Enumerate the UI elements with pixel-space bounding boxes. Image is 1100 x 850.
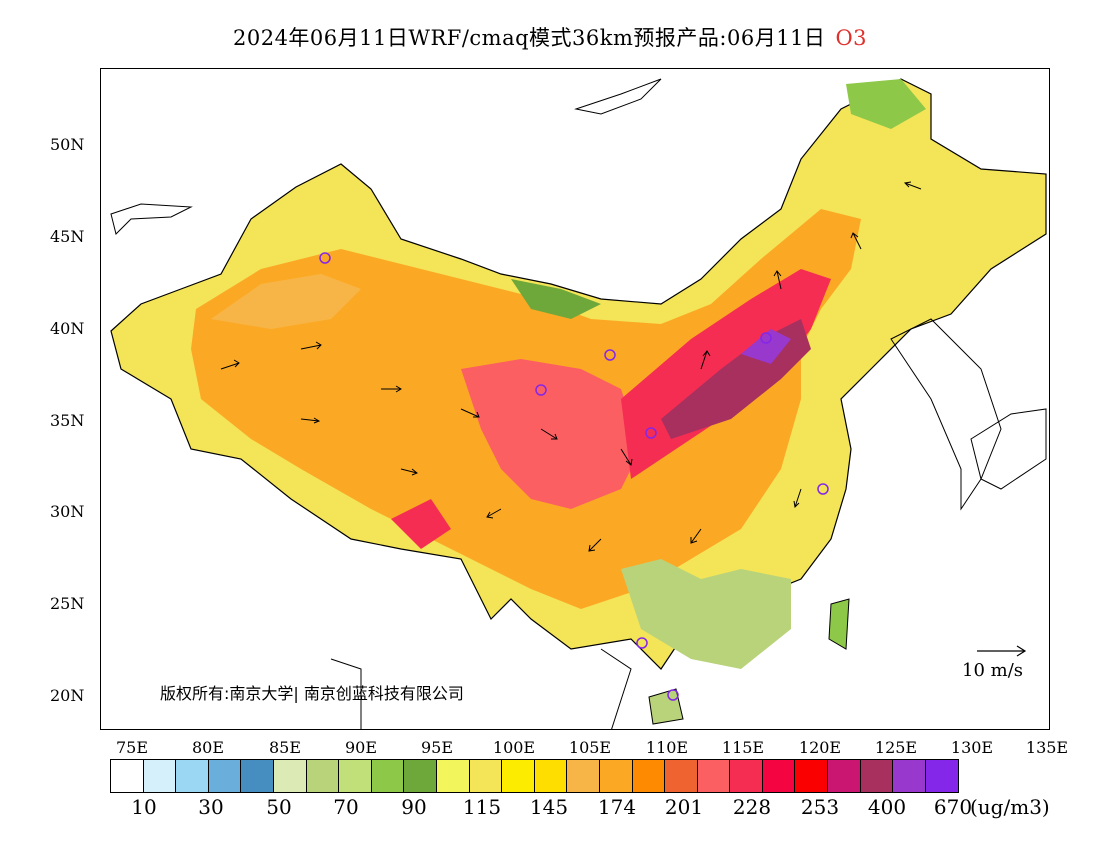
hainan-island <box>648 688 684 725</box>
species-label: O3 <box>835 26 868 50</box>
lake-outline-west <box>110 203 193 235</box>
legend-label-174: 174 <box>597 795 637 819</box>
legend-swatch-6 <box>273 760 307 792</box>
lon-label-100e: 100E <box>492 738 536 757</box>
legend-label-400: 400 <box>867 795 907 819</box>
legend-swatch-25 <box>893 760 926 792</box>
ozone-map <box>110 78 1047 729</box>
station-5 <box>760 332 772 344</box>
legend-swatch-10 <box>404 760 437 792</box>
legend-swatch-21 <box>762 760 796 792</box>
lat-label-35n: 35N <box>50 411 85 430</box>
map-panel <box>100 68 1050 730</box>
lat-label-20n: 20N <box>50 686 85 705</box>
legend-swatch-5 <box>241 760 274 792</box>
ozone-violet-peak <box>741 329 791 364</box>
ozone-red-zone-west <box>461 359 641 509</box>
legend-swatch-20 <box>730 760 763 792</box>
lon-label-95e: 95E <box>420 738 454 757</box>
southern-border-1 <box>330 658 362 729</box>
legend-swatch-8 <box>339 760 372 792</box>
lon-label-85e: 85E <box>268 738 302 757</box>
ozone-red-zone-southwest <box>391 499 451 549</box>
legend-swatch-16 <box>599 760 633 792</box>
legend-swatch-23 <box>828 760 861 792</box>
legend-swatch-4 <box>208 760 242 792</box>
lat-label-30n: 30N <box>50 502 85 521</box>
station-3 <box>535 384 547 396</box>
legend-swatch-12 <box>469 760 503 792</box>
lake-outline <box>574 78 662 115</box>
china-region <box>110 78 1047 725</box>
legend-label-201: 201 <box>664 795 704 819</box>
station-markers <box>319 252 829 701</box>
chart-title: 2024年06月11日WRF/cmaq模式36km预报产品:06月11日 O3 <box>0 22 1100 52</box>
title-text: 2024年06月11日WRF/cmaq模式36km预报产品:06月11日 <box>232 26 826 50</box>
station-4 <box>645 427 657 439</box>
legend-label-145: 145 <box>529 795 569 819</box>
legend-swatch-26 <box>925 760 959 792</box>
lon-label-90e: 90E <box>344 738 378 757</box>
legend-label-70: 70 <box>333 795 359 819</box>
station-7 <box>636 637 648 649</box>
korea-coast <box>890 318 1002 511</box>
southern-border-2 <box>600 648 632 729</box>
coastlines <box>110 78 1047 729</box>
legend-swatch-2 <box>143 760 177 792</box>
legend-label-30: 30 <box>198 795 224 819</box>
legend-swatch-13 <box>502 760 535 792</box>
legend-label-115: 115 <box>462 795 502 819</box>
color-legend <box>110 759 960 793</box>
legend-label-50: 50 <box>266 795 292 819</box>
legend-swatch-7 <box>306 760 340 792</box>
lon-label-75e: 75E <box>115 738 149 757</box>
lat-label-50n: 50N <box>50 135 85 154</box>
legend-swatch-9 <box>371 760 405 792</box>
lon-label-130e: 130E <box>950 738 994 757</box>
station-8 <box>667 689 679 701</box>
wind-reference-arrow <box>977 645 1027 657</box>
legend-swatch-18 <box>665 760 698 792</box>
legend-swatch-1 <box>111 760 144 792</box>
legend-label-90: 90 <box>401 795 427 819</box>
legend-label-228: 228 <box>732 795 772 819</box>
taiwan-island <box>828 598 850 650</box>
ozone-green-zone-south <box>621 559 791 669</box>
legend-swatch-11 <box>436 760 470 792</box>
lon-label-125e: 125E <box>874 738 918 757</box>
station-2 <box>604 349 616 361</box>
legend-swatch-22 <box>795 760 829 792</box>
ozone-green-zone-northeast <box>846 79 926 129</box>
legend-swatch-19 <box>697 760 731 792</box>
wind-reference-label: 10 m/s <box>962 660 1023 681</box>
wind-field <box>220 181 922 552</box>
legend-label-253: 253 <box>800 795 840 819</box>
ozone-green-zone-north <box>511 279 601 319</box>
legend-swatch-3 <box>176 760 209 792</box>
lat-label-45n: 45N <box>50 227 85 246</box>
lon-label-110e: 110E <box>645 738 689 757</box>
station-6 <box>817 483 829 495</box>
lat-label-40n: 40N <box>50 319 85 338</box>
legend-label-10: 10 <box>131 795 157 819</box>
legend-label-670: 670 <box>933 795 973 819</box>
lon-label-105e: 105E <box>568 738 612 757</box>
station-1 <box>319 252 331 264</box>
legend-unit: (ug/m3) <box>970 795 1050 819</box>
legend-swatch-24 <box>860 760 894 792</box>
lon-label-135e: 135E <box>1025 738 1069 757</box>
lon-label-80e: 80E <box>191 738 225 757</box>
ozone-light-orange-zone <box>211 274 361 329</box>
lat-label-25n: 25N <box>50 594 85 613</box>
lon-label-115e: 115E <box>721 738 765 757</box>
japan-coast <box>970 408 1047 490</box>
legend-swatch-15 <box>567 760 600 792</box>
lon-label-120e: 120E <box>798 738 842 757</box>
legend-swatch-17 <box>632 760 666 792</box>
copyright-notice: 版权所有:南京大学| 南京创蓝科技有限公司 <box>160 684 464 703</box>
legend-swatch-14 <box>534 760 568 792</box>
